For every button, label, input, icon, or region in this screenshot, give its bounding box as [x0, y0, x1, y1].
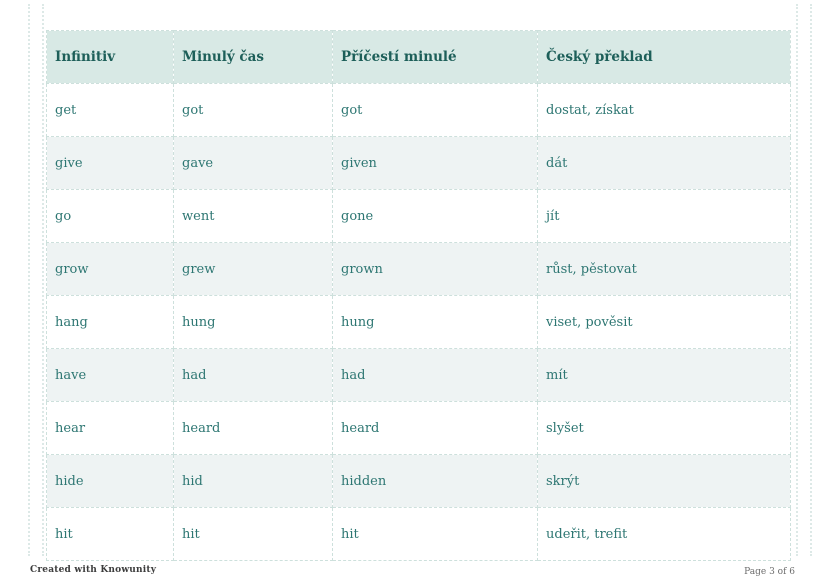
column-header-2: Minulý čas	[173, 30, 333, 84]
table-cell: heard	[332, 401, 538, 455]
table-cell: heard	[173, 401, 333, 455]
table-cell: hear	[46, 401, 174, 455]
table-row: hang hung hung viset, pověsit	[46, 295, 791, 349]
table-cell: dostat, získat	[537, 83, 791, 137]
table-cell: dát	[537, 136, 791, 190]
column-header-4: Český překlad	[537, 30, 791, 84]
table-cell: have	[46, 348, 174, 402]
table-body: get got got dostat, získat give gave given dát g…	[46, 83, 791, 561]
margin-guide-line	[796, 4, 798, 556]
table-cell: hidden	[332, 454, 538, 508]
column-header-3: Příčestí minulé	[332, 30, 538, 84]
table-row: grow grew grown růst, pěstovat	[46, 242, 791, 296]
table-cell: hit	[332, 507, 538, 561]
table-cell: had	[173, 348, 333, 402]
table-cell: hung	[332, 295, 538, 349]
table-row: hit hit hit udeřit, trefit	[46, 507, 791, 561]
table-row: go went gone jít	[46, 189, 791, 243]
table-cell: udeřit, trefit	[537, 507, 791, 561]
table-cell: went	[173, 189, 333, 243]
table-cell: grow	[46, 242, 174, 296]
table-cell: had	[332, 348, 538, 402]
page-number: Page 3 of 6	[744, 567, 795, 577]
table-cell: slyšet	[537, 401, 791, 455]
table-cell: hit	[46, 507, 174, 561]
footer-branding: Created with Knowunity	[30, 565, 157, 575]
table-row: give gave given dát	[46, 136, 791, 190]
table-row: hide hid hidden skrýt	[46, 454, 791, 508]
table-cell: give	[46, 136, 174, 190]
table-cell: get	[46, 83, 174, 137]
table-row: hear heard heard slyšet	[46, 401, 791, 455]
margin-guide-line	[810, 4, 812, 556]
table-cell: růst, pěstovat	[537, 242, 791, 296]
table-row: have had had mít	[46, 348, 791, 402]
irregular-verbs-table: Infinitiv Minulý čas Příčestí minulé Český …	[46, 30, 791, 561]
table-cell: hang	[46, 295, 174, 349]
table-cell: hide	[46, 454, 174, 508]
column-header-1: Infinitiv	[46, 30, 174, 84]
table-cell: go	[46, 189, 174, 243]
table-row: get got got dostat, získat	[46, 83, 791, 137]
table-header-row: Infinitiv Minulý čas Příčestí minulé Český …	[46, 30, 791, 84]
table-cell: skrýt	[537, 454, 791, 508]
table-cell: viset, pověsit	[537, 295, 791, 349]
table-cell: grown	[332, 242, 538, 296]
table-cell: jít	[537, 189, 791, 243]
table-cell: gave	[173, 136, 333, 190]
table-cell: hid	[173, 454, 333, 508]
table-cell: given	[332, 136, 538, 190]
table-cell: gone	[332, 189, 538, 243]
margin-guide-line	[28, 4, 30, 556]
table-cell: hung	[173, 295, 333, 349]
table-cell: grew	[173, 242, 333, 296]
table-cell: hit	[173, 507, 333, 561]
table-cell: got	[332, 83, 538, 137]
table-cell: mít	[537, 348, 791, 402]
table-cell: got	[173, 83, 333, 137]
margin-guide-line	[42, 4, 44, 556]
table-header-row: Infinitiv Minulý čas Příčestí minulé Český …	[46, 30, 791, 84]
